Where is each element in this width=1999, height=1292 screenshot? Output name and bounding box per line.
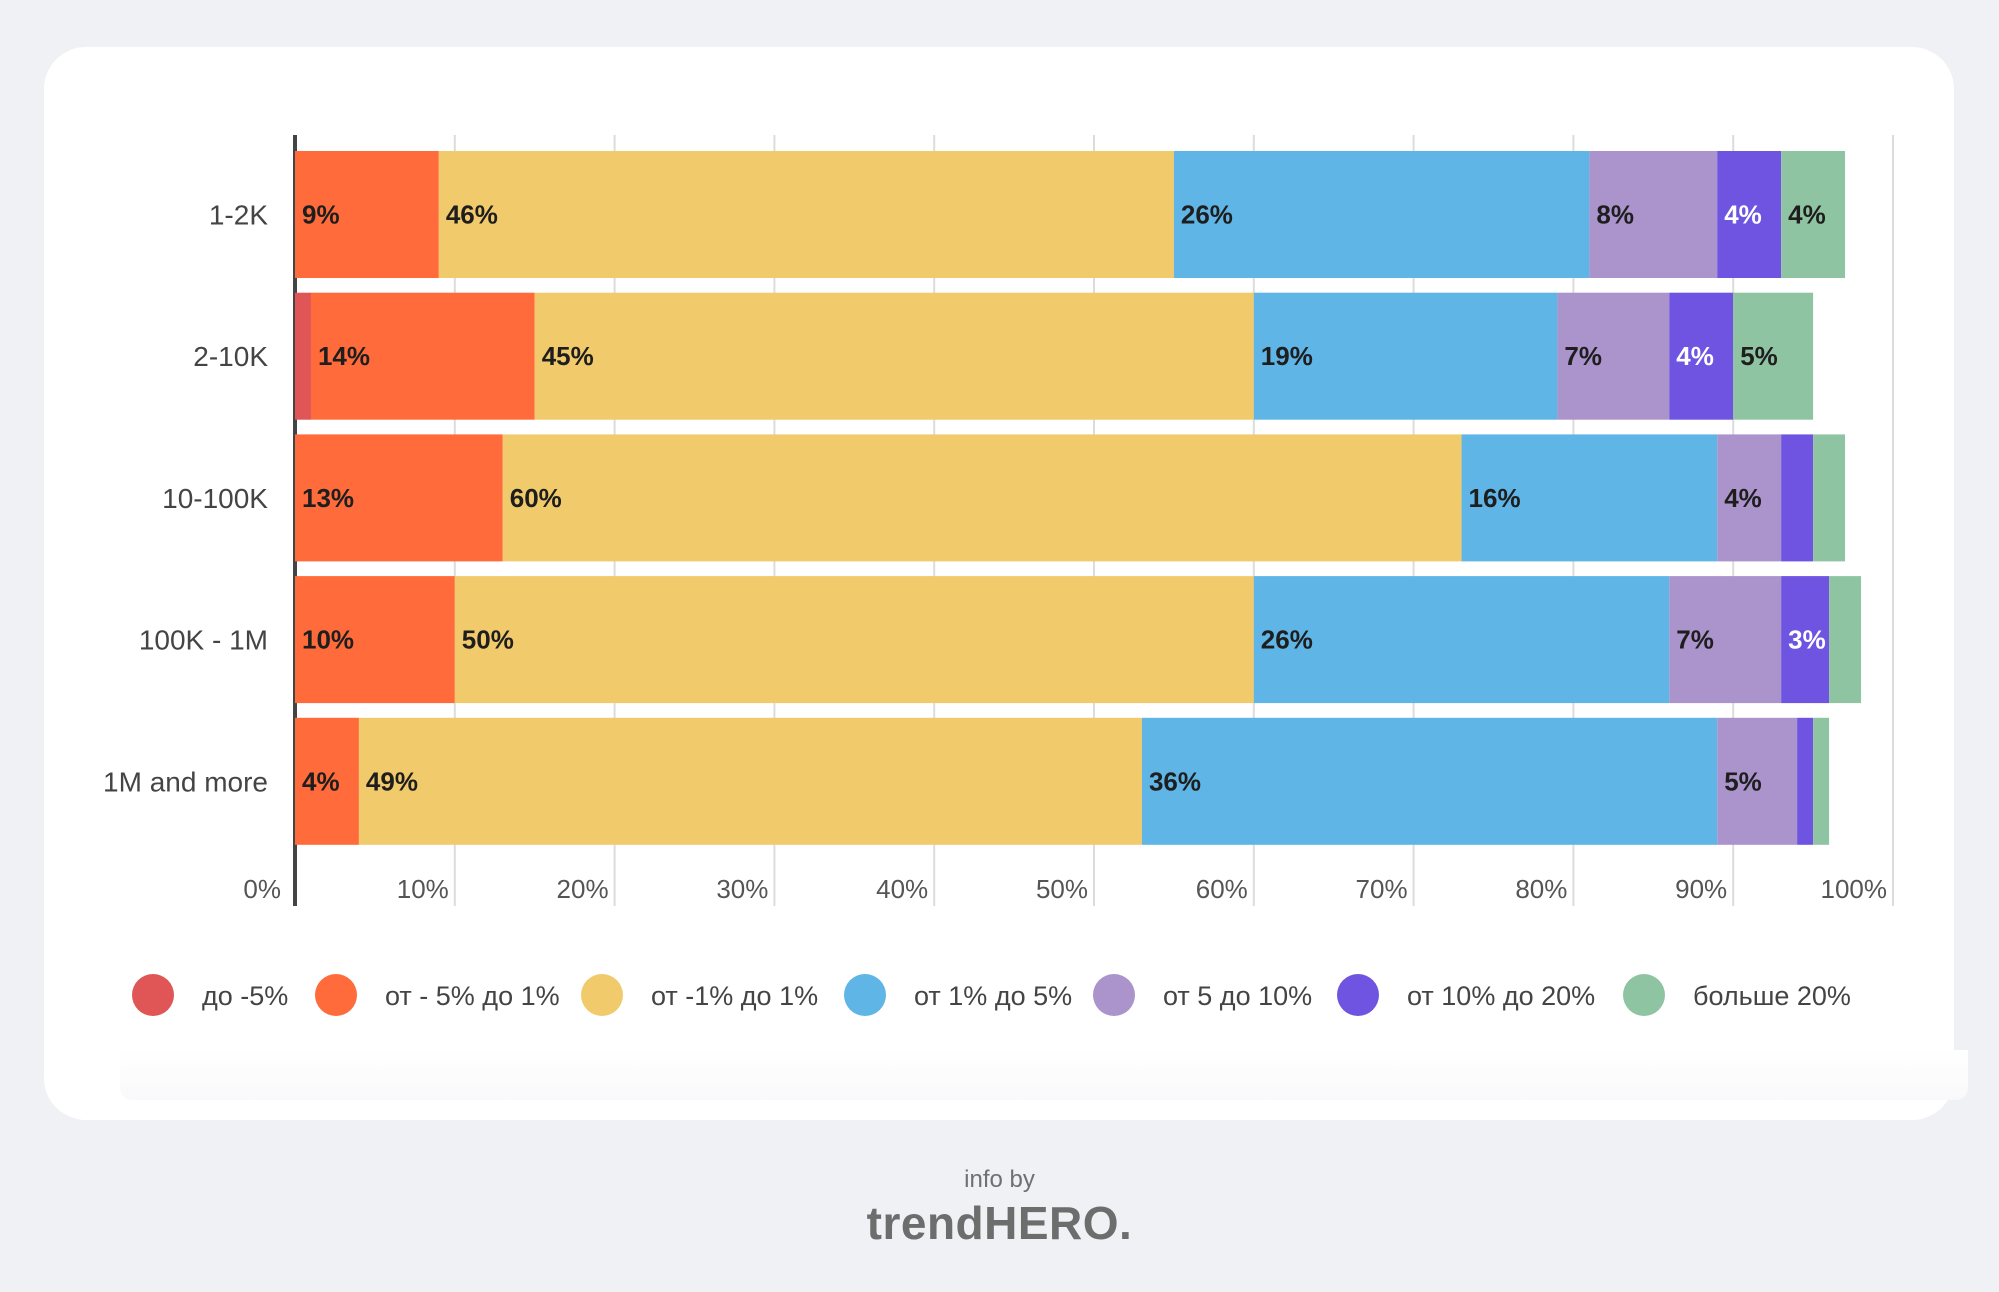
bar-value-label: 9% bbox=[302, 200, 340, 230]
bar-value-label: 49% bbox=[366, 766, 418, 796]
x-tick-labels: 0% 10% 20% 30% 40% 50% 60% 70% 80% 90% 100% bbox=[243, 874, 1887, 904]
bar-segment bbox=[1669, 576, 1782, 704]
bar-segment bbox=[295, 717, 359, 845]
bar-segment bbox=[438, 151, 1174, 278]
bar-segment bbox=[295, 576, 455, 704]
bar-segment bbox=[1589, 151, 1718, 278]
x-tick-label: 40% bbox=[876, 874, 928, 904]
bar-value-label: 26% bbox=[1181, 200, 1233, 230]
legend-swatch bbox=[1337, 974, 1379, 1016]
x-tick-label: 70% bbox=[1356, 874, 1408, 904]
bar-value-label: 5% bbox=[1724, 766, 1762, 796]
bar-segment bbox=[1781, 151, 1846, 278]
category-label: 10-100K bbox=[162, 483, 268, 514]
bar-value-label: 8% bbox=[1596, 200, 1634, 230]
legend-label: от 1% до 5% bbox=[914, 981, 1072, 1011]
bar-segment bbox=[1717, 151, 1782, 278]
bar-value-label: 4% bbox=[1788, 200, 1826, 230]
bar-segment bbox=[1557, 292, 1670, 420]
bar-value-label: 19% bbox=[1261, 341, 1313, 371]
bar-segment bbox=[454, 576, 1254, 704]
legend-swatch bbox=[844, 974, 886, 1016]
bar-value-label: 50% bbox=[462, 625, 514, 655]
bar-segment bbox=[1781, 576, 1830, 704]
legend-label: от - 5% до 1% bbox=[385, 981, 560, 1011]
category-labels: 1-2K 2-10K 10-100K 100K - 1M 1M and more bbox=[103, 200, 268, 798]
bar-segment bbox=[1781, 434, 1814, 562]
bar-segment bbox=[1669, 292, 1734, 420]
bar-segment bbox=[1141, 717, 1718, 845]
x-tick-label: 30% bbox=[716, 874, 768, 904]
bar-segment bbox=[1253, 576, 1670, 704]
bar-segment bbox=[358, 717, 1142, 845]
bar-segment bbox=[1461, 434, 1718, 562]
bar-value-label: 10% bbox=[302, 625, 354, 655]
card-shadow bbox=[120, 1050, 1968, 1100]
bar-segment bbox=[1717, 717, 1798, 845]
bar-segment bbox=[1813, 434, 1846, 562]
bar-value-label: 60% bbox=[510, 483, 562, 513]
legend-swatch bbox=[315, 974, 357, 1016]
bar-value-label: 46% bbox=[446, 200, 498, 230]
bar-value-label: 4% bbox=[302, 766, 340, 796]
legend-label: больше 20% bbox=[1693, 981, 1851, 1011]
bar-value-label: 26% bbox=[1261, 625, 1313, 655]
x-tick-label: 90% bbox=[1675, 874, 1727, 904]
legend-label: от 10% до 20% bbox=[1407, 981, 1595, 1011]
bar-segment bbox=[1813, 717, 1830, 845]
legend-swatch bbox=[132, 974, 174, 1016]
bar-value-label: 7% bbox=[1676, 625, 1714, 655]
legend-label: до -5% bbox=[202, 981, 288, 1011]
bar-segment bbox=[295, 434, 503, 562]
x-tick-label: 10% bbox=[397, 874, 449, 904]
bar-value-label: 36% bbox=[1149, 766, 1201, 796]
category-label: 1M and more bbox=[103, 766, 268, 797]
footer-info-by: info by bbox=[964, 1166, 1035, 1193]
data-labels: 9% 46% 26% 8% 4% 4% 14% 45% 19% 7% 4% 5% 13% 60% 16% 4%… bbox=[302, 200, 1826, 797]
category-label: 2-10K bbox=[193, 341, 268, 372]
bar-value-label: 4% bbox=[1676, 341, 1714, 371]
x-tick-label: 60% bbox=[1196, 874, 1248, 904]
bar-segment bbox=[310, 292, 535, 420]
legend-label: от 5 до 10% bbox=[1163, 981, 1312, 1011]
x-tick-label: 100% bbox=[1821, 874, 1888, 904]
bar-value-label: 16% bbox=[1469, 483, 1521, 513]
bar-segment bbox=[295, 292, 311, 420]
bar-value-label: 5% bbox=[1740, 341, 1778, 371]
bar-segment bbox=[1733, 292, 1814, 420]
bar-value-label: 7% bbox=[1564, 341, 1602, 371]
x-tick-label: 20% bbox=[557, 874, 609, 904]
legend-swatch bbox=[1093, 974, 1135, 1016]
bar-segment bbox=[1797, 717, 1814, 845]
bar-segment bbox=[1253, 292, 1558, 420]
bar-value-label: 14% bbox=[318, 341, 370, 371]
category-label: 1-2K bbox=[209, 200, 268, 231]
x-tick-label: 80% bbox=[1515, 874, 1567, 904]
x-tick-label: 50% bbox=[1036, 874, 1088, 904]
bar-value-label: 3% bbox=[1788, 625, 1826, 655]
bar-segment bbox=[295, 151, 439, 278]
x-tick-label: 0% bbox=[243, 874, 281, 904]
bar-value-label: 13% bbox=[302, 483, 354, 513]
bar-segment bbox=[1173, 151, 1590, 278]
legend-swatch bbox=[581, 974, 623, 1016]
bar-segment bbox=[1717, 434, 1782, 562]
legend: до -5% от - 5% до 1% от -1% до 1% от 1% до … bbox=[132, 974, 1851, 1016]
bars bbox=[295, 151, 1862, 845]
bar-value-label: 4% bbox=[1724, 483, 1762, 513]
footer-brand-logo: trendHERO. bbox=[866, 1197, 1133, 1249]
category-label: 100K - 1M bbox=[139, 625, 268, 656]
legend-label: от -1% до 1% bbox=[651, 981, 818, 1011]
bar-value-label: 45% bbox=[542, 341, 594, 371]
legend-swatch bbox=[1623, 974, 1665, 1016]
bar-segment bbox=[534, 292, 1254, 420]
bar-segment bbox=[502, 434, 1462, 562]
bar-value-label: 4% bbox=[1724, 200, 1762, 230]
bar-segment bbox=[1829, 576, 1862, 704]
